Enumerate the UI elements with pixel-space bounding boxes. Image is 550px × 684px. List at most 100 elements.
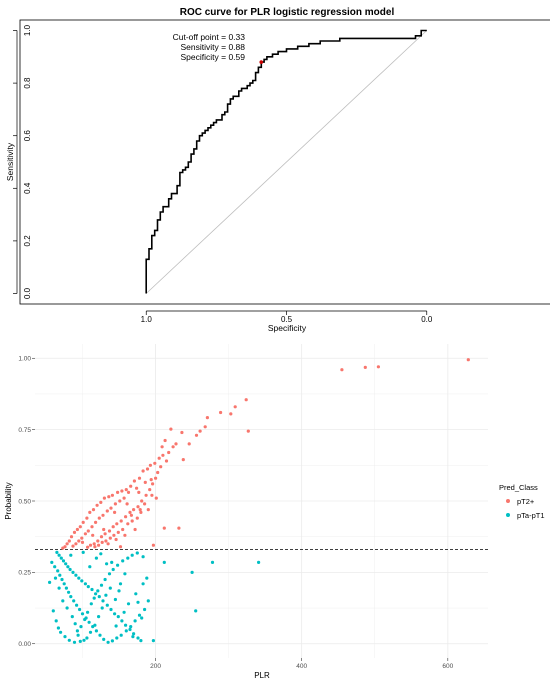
point-pta-pt1 xyxy=(129,625,133,629)
point-pt2 xyxy=(244,398,248,402)
point-pta-pt1 xyxy=(113,597,117,602)
point-pt2 xyxy=(104,539,108,543)
point-pta-pt1 xyxy=(72,599,76,603)
point-pt2 xyxy=(157,456,161,460)
point-pt2 xyxy=(124,515,128,519)
point-pt2 xyxy=(136,505,140,509)
point-pt2 xyxy=(149,478,153,482)
point-pta-pt1 xyxy=(109,607,113,612)
point-pt2 xyxy=(61,546,65,550)
point-pta-pt1 xyxy=(53,565,57,569)
point-pta-pt1 xyxy=(110,639,114,643)
point-pt2 xyxy=(203,425,207,429)
point-pt2 xyxy=(118,545,123,549)
point-pt2 xyxy=(107,529,112,533)
point-pta-pt1 xyxy=(103,577,107,582)
point-pt2 xyxy=(162,526,166,530)
point-pt2 xyxy=(129,484,133,488)
point-pt2 xyxy=(92,542,96,546)
scatter-y-axis-label: Probability xyxy=(4,482,13,519)
point-pta-pt1 xyxy=(119,633,123,637)
point-pta-pt1 xyxy=(126,602,131,606)
point-pt2 xyxy=(91,508,96,512)
point-pta-pt1 xyxy=(111,567,115,572)
point-pt2 xyxy=(161,453,165,457)
point-pt2 xyxy=(72,530,77,535)
point-pta-pt1 xyxy=(63,635,67,639)
point-pta-pt1 xyxy=(94,556,98,560)
point-pt2 xyxy=(125,502,129,506)
point-pta-pt1 xyxy=(100,606,104,610)
point-pt2 xyxy=(111,525,115,529)
point-pt2 xyxy=(114,537,118,542)
roc-annotation-specificity: Specificity = 0.59 xyxy=(181,52,246,62)
point-pta-pt1 xyxy=(77,576,81,580)
point-pta-pt1 xyxy=(67,638,71,642)
scatter-y-tick-label: 1.00 xyxy=(18,356,31,363)
point-pta-pt1 xyxy=(56,626,61,630)
point-pt2 xyxy=(177,526,181,530)
point-pt2 xyxy=(133,527,137,532)
point-pta-pt1 xyxy=(50,560,54,565)
scatter-x-tick-label: 400 xyxy=(296,663,307,670)
point-pt2 xyxy=(143,502,147,506)
point-pt2 xyxy=(69,535,74,539)
point-pt2 xyxy=(113,502,117,506)
scatter-y-tick-label: 0.00 xyxy=(18,641,31,648)
point-pt2 xyxy=(150,493,154,497)
point-pt2 xyxy=(126,490,131,494)
point-pt2 xyxy=(160,445,164,449)
roc-annotation-sensitivity: Sensitivity = 0.88 xyxy=(181,42,246,52)
point-pta-pt1 xyxy=(76,633,80,637)
point-pta-pt1 xyxy=(110,560,114,565)
roc-y-axis: 0.0 0.2 0.4 0.6 0.8 1.0 xyxy=(13,24,32,299)
point-pta-pt1 xyxy=(79,625,83,629)
point-pt2 xyxy=(85,516,89,520)
point-pt2 xyxy=(180,430,184,435)
point-pta-pt1 xyxy=(94,592,98,596)
roc-y-tick-label: 1.0 xyxy=(23,24,32,36)
point-pt2 xyxy=(163,438,167,443)
point-pta-pt1 xyxy=(92,596,96,600)
legend: Pred_Class pT2+ pTa-pT1 xyxy=(499,483,545,520)
point-pt2 xyxy=(90,525,94,529)
point-pta-pt1 xyxy=(122,610,126,614)
point-pt2 xyxy=(78,525,82,529)
point-pt2 xyxy=(169,427,173,431)
point-pt2 xyxy=(159,465,163,469)
point-pta-pt1 xyxy=(106,640,110,644)
point-pta-pt1 xyxy=(128,627,132,632)
point-pta-pt1 xyxy=(68,567,72,572)
point-pta-pt1 xyxy=(116,563,120,567)
point-pt2 xyxy=(100,540,104,545)
point-pt2 xyxy=(93,545,97,549)
point-pta-pt1 xyxy=(162,560,166,565)
point-pta-pt1 xyxy=(102,637,106,642)
scatter-x-axis: 200 400 600 xyxy=(150,658,454,670)
point-pta-pt1 xyxy=(78,639,82,644)
point-pta-pt1 xyxy=(123,572,127,576)
point-pta-pt1 xyxy=(140,616,144,620)
point-pt2 xyxy=(115,522,119,526)
point-pta-pt1 xyxy=(87,620,91,624)
point-pta-pt1 xyxy=(141,582,145,586)
point-pt2 xyxy=(154,476,158,480)
point-pta-pt1 xyxy=(194,609,198,613)
point-pt2 xyxy=(137,490,141,494)
point-pt2 xyxy=(102,527,106,532)
point-pt2 xyxy=(102,496,106,500)
point-pt2 xyxy=(146,508,150,512)
point-pt2 xyxy=(233,405,237,409)
point-pt2 xyxy=(141,469,145,473)
point-pta-pt1 xyxy=(98,633,102,637)
point-pta-pt1 xyxy=(82,638,86,642)
point-pta-pt1 xyxy=(59,630,63,634)
roc-y-axis-label: Sensitivity xyxy=(5,142,15,181)
point-pta-pt1 xyxy=(48,580,52,585)
point-pt2 xyxy=(108,536,112,540)
point-pt2 xyxy=(174,442,178,446)
point-pt2 xyxy=(105,509,109,513)
point-pt2 xyxy=(113,510,117,514)
point-pta-pt1 xyxy=(86,610,90,614)
point-pta-pt1 xyxy=(74,573,78,577)
